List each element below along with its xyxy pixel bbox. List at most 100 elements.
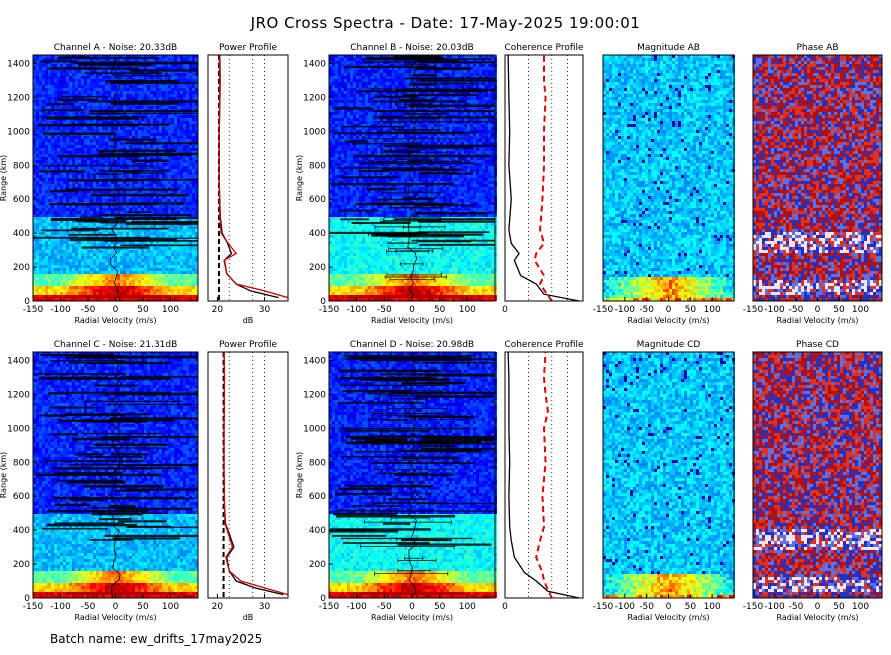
chC-title: Channel C - Noise: 21.31dB: [54, 340, 178, 350]
chB-xtick-label: 50: [434, 305, 446, 315]
chD-xtick-label: 50: [434, 602, 446, 612]
magAB-xtick-label: -100: [615, 305, 636, 315]
chB-ytick-label: 1200: [303, 93, 326, 103]
panel-chD: Channel D - Noise: 20.98dB-150 -100 -50 0 50…: [295, 340, 497, 622]
phaAB-xtick-label: -50: [789, 305, 804, 315]
chD-xtick-label: 100: [459, 602, 476, 612]
phaCD-xlabel: Radial Velocity (m/s): [776, 613, 858, 622]
powC-frame: [208, 352, 288, 598]
phaCD-xtick-label: 0: [815, 602, 821, 612]
powC-series-2: [224, 352, 288, 595]
chC-xtick-label: -50: [81, 602, 96, 612]
chC-ytick-label: 1400: [7, 356, 30, 366]
chD-ytick-label: 600: [309, 492, 326, 502]
powA-xtick-label: 20: [212, 305, 224, 315]
cohCD-xtick-label: 0: [502, 602, 508, 612]
magAB-xtick-label: 0: [666, 305, 672, 315]
chD-ytick-label: 0: [320, 594, 326, 604]
magCD-xtick-label: 0: [666, 602, 672, 612]
chA-ytick-label: 800: [13, 161, 30, 171]
plots-canvas: Channel A - Noise: 20.33dB-150 -100 -50 0 50…: [0, 0, 891, 655]
chD-ytick-label: 400: [309, 526, 326, 536]
magCD-xtick-label: -100: [615, 602, 636, 612]
magCD-xtick-label: 100: [704, 602, 721, 612]
phaCD-cells: [753, 352, 882, 598]
powA-grid: [229, 55, 264, 301]
chA-xtick-label: -100: [50, 305, 71, 315]
chA-xtick-label: 50: [137, 305, 149, 315]
chA-ytick-label: 1400: [7, 59, 30, 69]
chB-xtick-label: 0: [409, 305, 415, 315]
chD-ytick-label: 1400: [303, 356, 326, 366]
chC-ytick-label: 1200: [7, 390, 30, 400]
chB-ytick-label: 200: [309, 263, 326, 273]
chB-xtick-label: -50: [377, 305, 392, 315]
magCD-xtick-label: -50: [639, 602, 654, 612]
powA-title: Power Profile: [219, 43, 278, 53]
cohCD-grid: [528, 352, 567, 598]
powC-xtick-label: 30: [259, 602, 271, 612]
powA-xlabel: dB: [243, 316, 254, 325]
chC-ylabel: Range (km): [0, 452, 8, 499]
cohAB-grid: [528, 55, 567, 301]
chC-xlabel: Radial Velocity (m/s): [74, 613, 156, 622]
phaAB-title: Phase AB: [796, 43, 838, 53]
chB-ytick-label: 600: [309, 195, 326, 205]
cohCD-title: Coherence Profile: [504, 340, 584, 350]
chA-ytick-label: 0: [24, 297, 30, 307]
cohAB-xticks: 0: [502, 297, 508, 315]
chD-ylabel: Range (km): [295, 452, 304, 499]
chA-xtick-label: 100: [162, 305, 179, 315]
magAB-xtick-label: -150: [593, 305, 614, 315]
chB-ytick-label: 1400: [303, 59, 326, 69]
chC-xtick-label: 50: [137, 602, 149, 612]
chB-ytick-label: 0: [320, 297, 326, 307]
phaCD-xtick-label: -50: [789, 602, 804, 612]
chB-xtick-label: 100: [459, 305, 476, 315]
panel-chC: Channel C - Noise: 21.31dB-150 -100 -50 0 50…: [0, 340, 198, 622]
phaAB-cells: [753, 55, 882, 301]
chA-ylabel: Range (km): [0, 155, 8, 202]
chA-title: Channel A - Noise: 20.33dB: [54, 43, 177, 53]
powC-grid: [229, 352, 264, 598]
chC-ytick-label: 200: [13, 560, 30, 570]
chC-ytick-label: 600: [13, 492, 30, 502]
powA-xticks: 20 30: [212, 297, 271, 315]
cohCD-series-2: [536, 352, 552, 598]
phaAB-xtick-label: -100: [764, 305, 785, 315]
powC-title: Power Profile: [219, 340, 278, 350]
chB-ytick-label: 800: [309, 161, 326, 171]
chB-ylabel: Range (km): [295, 155, 304, 202]
panel-chB: Channel B - Noise: 20.03dB-150 -100 -50 0 50…: [295, 43, 497, 325]
magAB-xtick-label: 50: [685, 305, 697, 315]
phaAB-xlabel: Radial Velocity (m/s): [776, 316, 858, 325]
magAB-xlabel: Radial Velocity (m/s): [627, 316, 709, 325]
phaCD-xtick-label: -100: [764, 602, 785, 612]
chD-xtick-label: -100: [346, 602, 367, 612]
chB-ytick-label: 400: [309, 229, 326, 239]
chD-ytick-label: 1200: [303, 390, 326, 400]
cohAB-series-2: [535, 55, 552, 301]
phaCD-xtick-label: 100: [852, 602, 869, 612]
chA-ytick-label: 1200: [7, 93, 30, 103]
phaAB-xtick-label: 50: [833, 305, 845, 315]
chD-ytick-label: 800: [309, 458, 326, 468]
chA-ytick-label: 600: [13, 195, 30, 205]
cohCD-xticks: 0: [502, 594, 508, 612]
chC-xtick-label: 0: [113, 602, 119, 612]
chB-title: Channel B - Noise: 20.03dB: [350, 43, 473, 53]
chA-ytick-label: 400: [13, 229, 30, 239]
chC-xtick-label: -100: [50, 602, 71, 612]
chA-ytick-label: 1000: [7, 127, 30, 137]
phaCD-xtick-label: -150: [743, 602, 764, 612]
powC-series-1: [224, 352, 283, 595]
cohCD-series-1: [508, 352, 579, 598]
magCD-cells: [603, 352, 735, 598]
powC-xtick-label: 20: [212, 602, 224, 612]
powC-xticks: 20 30: [212, 594, 271, 612]
magAB-xtick-label: 100: [704, 305, 721, 315]
